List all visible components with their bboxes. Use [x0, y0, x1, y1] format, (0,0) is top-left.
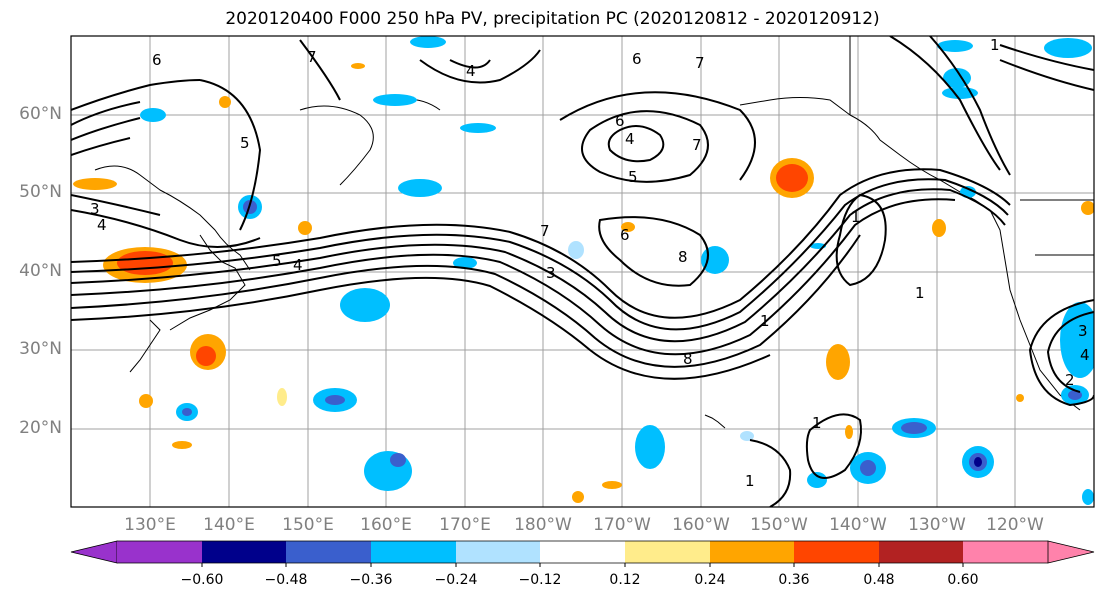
contour-label: 3: [546, 264, 556, 282]
contour-label: 6: [632, 50, 642, 68]
colorbar: [70, 540, 1095, 567]
colorbar-segment: [456, 541, 540, 563]
colorbar-segment: [794, 541, 879, 563]
lon-label: 150°E: [282, 515, 334, 535]
contour-label: 1: [760, 312, 770, 330]
contour-label: 4: [1080, 346, 1090, 364]
contour-label: 1: [812, 414, 822, 432]
lon-label: 140°W: [829, 515, 887, 535]
contour-label: 5: [272, 252, 282, 270]
lon-label: 170°W: [593, 515, 651, 535]
lon-label: 160°W: [672, 515, 730, 535]
lat-label: 20°N: [19, 418, 62, 438]
contour-label: 1: [745, 472, 755, 490]
colorbar-segment: [625, 541, 710, 563]
contour-label: 6: [152, 51, 162, 69]
colorbar-segment: [117, 541, 202, 563]
contour-label: 1: [990, 36, 1000, 54]
colorbar-tick-label: −0.12: [518, 572, 562, 588]
contour-label: 4: [97, 216, 107, 234]
colorbar-segment: [963, 541, 1048, 563]
colorbar-segment: [879, 541, 963, 563]
contour-label: 8: [678, 248, 688, 266]
lat-label: 50°N: [19, 182, 62, 202]
lon-label: 180°W: [514, 515, 572, 535]
map-title: 2020120400 F000 250 hPa PV, precipitatio…: [225, 9, 880, 29]
contour-labels: 6 7 4 6 7 6 7 5 3 4 5 4 6 4 5 8 7 3 8 1 …: [90, 36, 1090, 490]
contour-label: 7: [307, 48, 317, 66]
lon-label: 130°W: [908, 515, 966, 535]
contour-label: 2: [1065, 371, 1075, 389]
lon-label: 120°W: [986, 515, 1044, 535]
contour-label: 4: [625, 130, 635, 148]
contour-label: 6: [615, 112, 625, 130]
contour-label: 6: [620, 226, 630, 244]
colorbar-tick-label: 0.48: [863, 572, 895, 588]
lon-label: 160°E: [360, 515, 412, 535]
lon-label: 170°E: [439, 515, 491, 535]
precipitation-shading: [73, 36, 1094, 505]
contour-label: 8: [683, 350, 693, 368]
contour-label: 5: [240, 134, 250, 152]
lon-label: 130°E: [124, 515, 176, 535]
contour-label: 4: [293, 256, 303, 274]
lon-label: 140°E: [203, 515, 255, 535]
lon-label: 150°W: [750, 515, 808, 535]
pv-contours: [71, 36, 1094, 507]
contour-label: 7: [540, 222, 550, 240]
colorbar-segment: [371, 541, 456, 563]
contour-label: 5: [628, 168, 638, 186]
colorbar-tick-label: 0.12: [609, 572, 641, 588]
map-border: [70, 35, 1095, 508]
colorbar-extend-high: [1047, 540, 1095, 564]
colorbar-tick-label: −0.48: [264, 572, 308, 588]
colorbar-segment: [710, 541, 794, 563]
contour-label: 3: [1078, 322, 1088, 340]
coastlines: [94, 36, 1094, 429]
colorbar-tick-label: −0.36: [349, 572, 393, 588]
contour-label: 4: [466, 62, 476, 80]
contour-label: 1: [915, 284, 925, 302]
colorbar-tick-label: 0.36: [778, 572, 810, 588]
colorbar-tick-label: −0.60: [180, 572, 224, 588]
colorbar-segment: [202, 541, 286, 563]
colorbar-tick-label: −0.24: [434, 572, 478, 588]
colorbar-tick-label: 0.60: [947, 572, 979, 588]
contour-label: 7: [692, 136, 702, 154]
contour-label: 3: [90, 200, 100, 218]
colorbar-segment: [286, 541, 371, 563]
colorbar-tick-label: 0.24: [694, 572, 726, 588]
lat-label: 30°N: [19, 339, 62, 359]
lat-label: 60°N: [19, 104, 62, 124]
contour-label: 7: [695, 54, 705, 72]
colorbar-segment: [540, 541, 625, 563]
lat-label: 40°N: [19, 261, 62, 281]
colorbar-extend-low: [70, 540, 118, 564]
contour-label: 1: [851, 208, 861, 226]
